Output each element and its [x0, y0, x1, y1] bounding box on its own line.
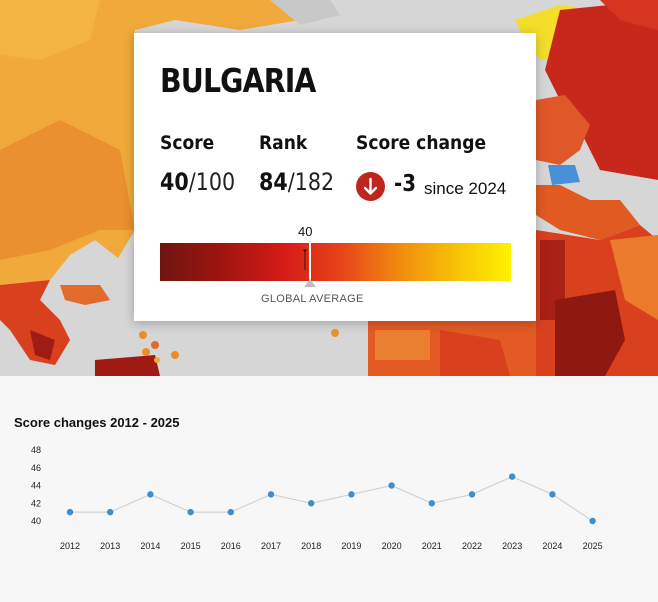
data-point-2020[interactable]: [388, 482, 395, 489]
data-point-2022[interactable]: [468, 491, 476, 498]
score-needle-icon: [303, 249, 307, 271]
y-tick-label: 42: [31, 498, 41, 508]
score-change-value: -3: [394, 171, 416, 197]
x-tick-label: 2018: [301, 541, 321, 551]
y-tick-label: 48: [31, 445, 41, 455]
data-point-2014[interactable]: [147, 491, 154, 498]
global-average-arrow-icon: [304, 279, 316, 287]
data-point-2017[interactable]: [267, 491, 275, 498]
x-tick-label: 2025: [583, 541, 603, 551]
country-info-card: BULGARIA Score 40/100 Rank 84/182 Score …: [134, 33, 536, 321]
data-point-2013[interactable]: [107, 508, 114, 516]
data-point-2016[interactable]: [227, 508, 234, 516]
data-point-2023[interactable]: [509, 473, 516, 480]
score-history-chart: 40 42 44 46 48 2012 2013 2014 2015 2016 2017 2018 2…: [31, 445, 603, 551]
x-tick-label: 2020: [382, 541, 402, 551]
y-tick-label: 46: [31, 463, 41, 473]
data-point-2015[interactable]: [187, 508, 194, 516]
score-change-label: Score change: [356, 132, 487, 154]
y-tick-label: 44: [31, 481, 41, 491]
country-name: BULGARIA: [160, 61, 316, 100]
data-point-2012[interactable]: [66, 508, 74, 516]
series-line: [70, 476, 593, 522]
rank-value: 84/182: [259, 168, 334, 196]
x-tick-label: 2014: [140, 541, 160, 551]
score-change-since: since 2024: [424, 179, 507, 198]
arrow-down-icon: [356, 172, 385, 201]
rank-total: /182: [287, 168, 335, 196]
data-point-2024[interactable]: [549, 491, 556, 498]
x-tick-label: 2023: [502, 541, 522, 551]
score-max: /100: [188, 168, 236, 196]
y-tick-label: 40: [31, 516, 41, 526]
data-point-2025[interactable]: [589, 517, 596, 525]
x-tick-label: 2012: [60, 541, 80, 551]
score-number: 40: [160, 168, 189, 196]
scale-marker-label: 40: [298, 224, 313, 239]
x-tick-label: 2021: [422, 541, 442, 551]
data-point-2018[interactable]: [308, 500, 315, 507]
global-average-marker: [309, 243, 311, 283]
x-tick-label: 2013: [100, 541, 120, 551]
x-tick-label: 2017: [261, 541, 281, 551]
x-tick-label: 2022: [462, 541, 482, 551]
rank-label: Rank: [259, 132, 308, 154]
score-scale-bar: [160, 243, 511, 281]
x-tick-label: 2015: [181, 541, 201, 551]
x-tick-label: 2016: [221, 541, 241, 551]
x-tick-label: 2024: [542, 541, 562, 551]
data-point-2019[interactable]: [348, 491, 355, 498]
x-tick-label: 2019: [341, 541, 361, 551]
rank-number: 84: [259, 168, 288, 196]
history-chart-title: Score changes 2012 - 2025: [14, 415, 180, 430]
global-average-label: GLOBAL AVERAGE: [261, 293, 364, 305]
score-label: Score: [160, 132, 215, 154]
score-value: 40/100: [160, 168, 235, 196]
data-point-2021[interactable]: [428, 500, 435, 507]
